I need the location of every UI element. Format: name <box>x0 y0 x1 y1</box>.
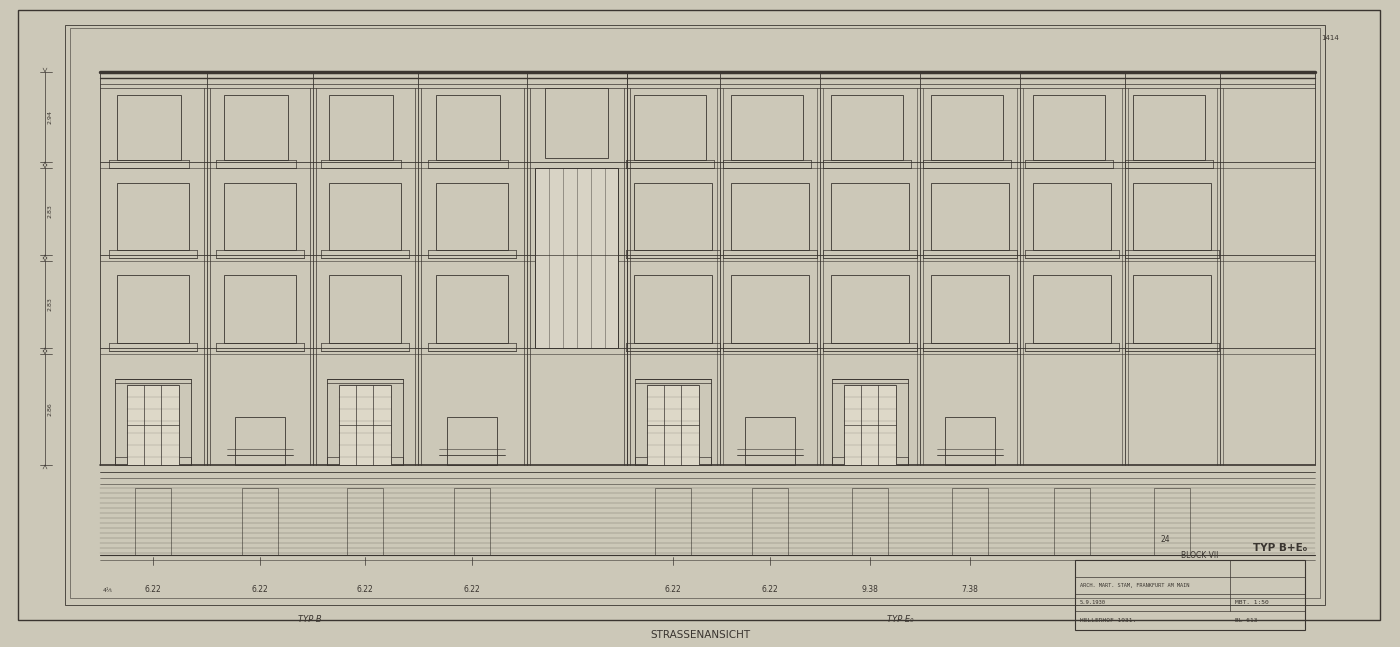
Bar <box>242 488 279 555</box>
Bar <box>347 488 384 555</box>
Text: 2.83: 2.83 <box>48 298 52 311</box>
Text: 2.86: 2.86 <box>48 402 52 417</box>
Bar <box>545 88 608 158</box>
Bar <box>1075 560 1305 630</box>
Text: TYP E₀: TYP E₀ <box>886 615 913 624</box>
Bar <box>1033 183 1112 250</box>
Text: TYP B+E₀: TYP B+E₀ <box>1253 543 1308 553</box>
Text: TYP B: TYP B <box>298 615 322 624</box>
Bar <box>224 275 295 343</box>
Bar <box>535 168 617 348</box>
Bar <box>945 417 995 465</box>
Bar <box>634 275 713 343</box>
Bar <box>64 25 1324 605</box>
Text: 1414: 1414 <box>1322 35 1338 41</box>
Text: HELLERHOF 1931.: HELLERHOF 1931. <box>1079 617 1137 622</box>
Text: 6.22: 6.22 <box>144 586 161 595</box>
Bar <box>1133 275 1211 343</box>
Bar <box>844 385 896 465</box>
Bar <box>115 457 190 465</box>
Text: 5.9.1930: 5.9.1930 <box>1079 600 1106 604</box>
Text: 2.83: 2.83 <box>48 204 52 219</box>
Bar <box>832 183 909 250</box>
Bar <box>118 95 181 160</box>
Text: 2.94: 2.94 <box>48 110 52 124</box>
Bar <box>745 417 795 465</box>
Text: 6.22: 6.22 <box>762 586 778 595</box>
Bar <box>931 275 1009 343</box>
Bar <box>1133 95 1205 160</box>
Bar <box>952 488 988 555</box>
Text: 4¹⁄₅: 4¹⁄₅ <box>104 587 113 593</box>
Bar <box>329 183 400 250</box>
Text: 24: 24 <box>1161 536 1170 545</box>
Text: 6.22: 6.22 <box>463 586 480 595</box>
Text: 6.22: 6.22 <box>665 586 682 595</box>
Bar <box>1033 275 1112 343</box>
Bar <box>447 417 497 465</box>
Bar <box>853 488 888 555</box>
Bar <box>655 488 692 555</box>
Bar <box>832 95 903 160</box>
Bar <box>1054 488 1091 555</box>
Bar <box>224 183 295 250</box>
Bar <box>328 457 403 465</box>
Bar <box>435 95 500 160</box>
Bar <box>731 183 809 250</box>
Text: 9.38: 9.38 <box>861 586 878 595</box>
Bar <box>832 457 909 465</box>
Text: BL 613: BL 613 <box>1235 617 1257 622</box>
Bar <box>235 417 286 465</box>
Bar <box>435 183 508 250</box>
Text: 6.22: 6.22 <box>252 586 269 595</box>
Text: 7.38: 7.38 <box>962 586 979 595</box>
Text: ARCH. MART. STAM, FRANKFURT AM MAIN: ARCH. MART. STAM, FRANKFURT AM MAIN <box>1079 582 1190 587</box>
Bar <box>636 457 711 465</box>
Bar <box>435 275 508 343</box>
Bar <box>339 385 391 465</box>
Text: MBT. 1:50: MBT. 1:50 <box>1235 600 1268 604</box>
Bar <box>134 488 171 555</box>
Bar <box>931 95 1002 160</box>
Bar <box>634 183 713 250</box>
Bar <box>647 385 699 465</box>
Text: 6.22: 6.22 <box>357 586 374 595</box>
Bar <box>832 275 909 343</box>
Bar <box>634 95 706 160</box>
Bar <box>329 95 393 160</box>
Bar <box>118 183 189 250</box>
Bar <box>731 95 804 160</box>
Bar <box>127 385 179 465</box>
Bar <box>454 488 490 555</box>
Text: STRASSENANSICHT: STRASSENANSICHT <box>650 630 750 640</box>
Bar <box>118 275 189 343</box>
Bar <box>224 95 288 160</box>
Bar <box>329 275 400 343</box>
Bar <box>1133 183 1211 250</box>
Bar <box>70 28 1320 598</box>
Bar <box>731 275 809 343</box>
Bar <box>1154 488 1190 555</box>
Text: BLOCK VII: BLOCK VII <box>1182 551 1218 560</box>
Bar <box>1033 95 1105 160</box>
Bar <box>931 183 1009 250</box>
Bar <box>752 488 788 555</box>
